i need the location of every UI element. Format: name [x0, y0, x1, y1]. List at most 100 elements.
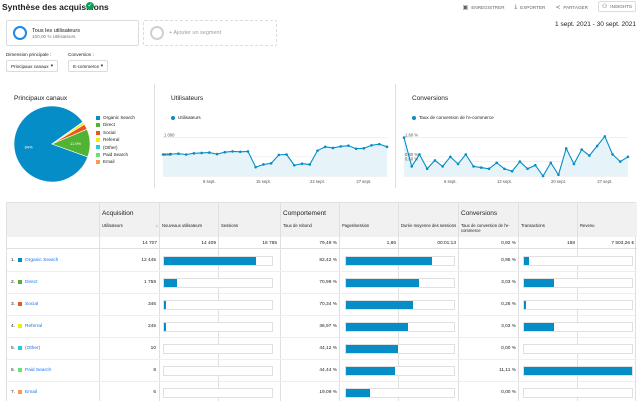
y-tick-label: 0,60 %	[405, 157, 418, 162]
data-point	[580, 148, 583, 151]
data-point	[177, 152, 180, 156]
channel-color-swatch	[18, 302, 22, 306]
data-point	[223, 150, 227, 154]
data-point	[611, 153, 614, 156]
pages-session-bar	[345, 256, 455, 266]
data-point	[510, 169, 514, 173]
data-point	[626, 155, 630, 159]
data-point	[370, 143, 373, 147]
data-point	[323, 145, 327, 149]
segment-percent: 100,00 % Utilisateurs	[32, 33, 76, 39]
table-row: 4. Referral 245 36,97 % 3,03 %	[7, 316, 637, 338]
panel-divider	[154, 84, 155, 188]
share-icon: ≺	[555, 5, 561, 11]
header-conv-rate[interactable]: Taux de conversion de l'e-commerce	[461, 223, 510, 233]
data-point	[456, 162, 460, 166]
row-rank: 6.	[11, 368, 16, 373]
channel-link[interactable]: Social	[25, 302, 39, 307]
legend-swatch	[96, 130, 100, 135]
data-point	[603, 135, 607, 138]
row-users: 10	[150, 346, 156, 351]
transactions-bar-fill	[524, 367, 632, 375]
conversion-value: E-commerce	[73, 63, 100, 69]
row-conv-rate: 3,03 %	[501, 324, 516, 329]
header-revenue[interactable]: Revenu	[580, 223, 595, 228]
data-point	[200, 151, 203, 155]
header-transactions[interactable]: Transactions	[521, 223, 545, 228]
header-avg-duration[interactable]: Durée moyenne des sessions	[401, 223, 457, 228]
channel-link[interactable]: Email	[25, 390, 37, 395]
data-point	[231, 150, 234, 153]
channel-link[interactable]: (Other)	[25, 346, 41, 351]
segment-ring-icon	[13, 26, 27, 40]
series-line	[403, 135, 629, 178]
share-button[interactable]: ≺ PARTAGER	[555, 3, 588, 12]
total-bounce-rate: 79,49 %	[319, 241, 337, 246]
insights-button[interactable]: ⚇ INSIGHTS	[597, 1, 636, 12]
primary-dimension-label: Dimension principale :	[6, 52, 52, 57]
pages-session-bar-fill	[346, 345, 398, 353]
total-new-users: 14 409	[201, 241, 216, 246]
channel-link[interactable]: Direct	[25, 280, 38, 285]
toolbar: ▣ ENREGISTRER ⤓ EXPORTER ≺ PARTAGER ⚇ INSIGH…	[463, 1, 636, 12]
data-point	[402, 136, 406, 139]
new-users-bar	[163, 366, 273, 376]
pie-slice	[13, 105, 89, 183]
legend-swatch	[96, 152, 100, 157]
group-acquisition: Acquisition	[102, 210, 134, 217]
row-conv-rate: 0,00 %	[501, 390, 516, 395]
row-conv-rate: 0,00 %	[501, 346, 516, 351]
header-bounce-rate[interactable]: Taux de rebond	[283, 223, 312, 228]
pie-legend-item: Direct	[96, 121, 135, 128]
legend-label: Organic Search	[103, 115, 135, 120]
pages-session-bar-fill	[346, 367, 395, 375]
table-row: 6. Paid Search 8 44,44 % 11,11 %	[7, 360, 637, 382]
row-rank: 2.	[11, 280, 16, 285]
table-row: 3. Social 346 70,34 % 0,26 %	[7, 294, 637, 316]
channel-link[interactable]: Paid Search	[25, 368, 52, 373]
row-bounce-rate: 44,44 %	[319, 368, 337, 373]
save-button[interactable]: ▣ ENREGISTRER	[463, 3, 505, 12]
row-rank: 3.	[11, 302, 16, 307]
new-users-bar-fill	[164, 279, 177, 287]
primary-dimension-select[interactable]: Principaux canaux ▾	[6, 60, 58, 72]
data-point	[557, 173, 560, 177]
channel-color-swatch	[18, 280, 22, 284]
header-users[interactable]: Utilisateurs ↓	[102, 223, 158, 228]
legend-label: Referral	[103, 137, 120, 143]
pages-session-bar	[345, 322, 455, 332]
data-point	[184, 153, 188, 156]
header-new-users[interactable]: Nouveaux utilisateurs	[162, 223, 203, 228]
date-range-picker[interactable]: 1 sept. 2021 - 30 sept. 2021	[555, 21, 636, 28]
segment-name: Tous les utilisateurs	[32, 27, 80, 34]
table-row: 1. Organic Search 12 445 82,42 % 0,95 %	[7, 250, 637, 272]
conversion-select[interactable]: E-commerce ▾	[68, 60, 108, 72]
channel-link[interactable]: Organic Search	[25, 258, 59, 263]
data-point	[238, 150, 242, 154]
group-conversions: Conversions	[461, 210, 498, 217]
primary-dimension-value: Principaux canaux	[11, 63, 49, 69]
export-button[interactable]: ⤓ EXPORTER	[515, 3, 546, 12]
pages-session-bar	[345, 388, 455, 398]
pages-session-bar-fill	[346, 279, 420, 287]
total-revenue: 7 503,26 €	[611, 241, 634, 246]
x-tick-label: 8 sept.	[203, 179, 216, 184]
legend-swatch	[96, 115, 100, 120]
data-point	[215, 152, 219, 156]
data-point	[169, 152, 173, 156]
table-row: 2. Direct 1 759 70,99 % 3,03 %	[7, 272, 637, 294]
data-point	[354, 147, 358, 151]
header-sessions[interactable]: Sessions	[221, 223, 238, 228]
pages-session-bar	[345, 344, 455, 354]
segment-all-users[interactable]: Tous les utilisateurs 100,00 % Utilisate…	[6, 20, 139, 46]
export-label: EXPORTER	[520, 5, 546, 10]
data-point	[441, 165, 444, 168]
add-segment-button[interactable]: + Ajouter un segment	[143, 20, 277, 46]
legend-dot-icon	[171, 115, 175, 120]
channel-link[interactable]: Referral	[25, 324, 43, 329]
y-tick-label: 500	[164, 152, 172, 157]
row-rank: 7.	[11, 390, 16, 395]
pie-legend-item: Email	[96, 158, 135, 165]
header-pages-session[interactable]: Pages/session	[342, 223, 370, 228]
add-segment-label: + Ajouter un segment	[169, 30, 222, 36]
